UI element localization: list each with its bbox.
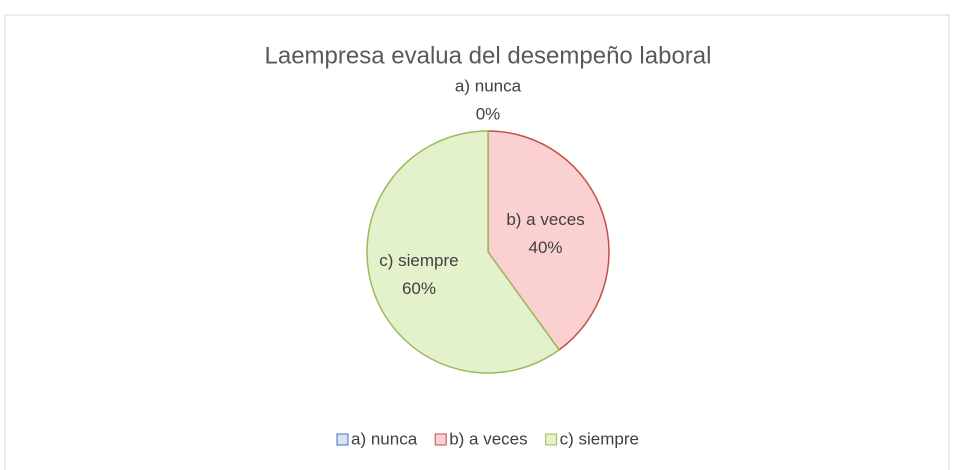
chart-title: Laempresa evalua del desempeño laboral <box>265 42 712 69</box>
pie-slice <box>487 130 610 351</box>
legend-swatch <box>336 433 349 446</box>
data-label-value: 0% <box>476 104 501 123</box>
data-label-value: 40% <box>529 238 563 257</box>
legend-label: a) nunca <box>351 429 418 448</box>
legend-swatch <box>434 433 447 446</box>
data-label-category: a) nunca <box>455 76 522 95</box>
data-label-category: c) siempre <box>379 251 458 270</box>
data-label-category: b) a veces <box>506 210 584 229</box>
legend-swatch <box>545 433 558 446</box>
legend-label: c) siempre <box>560 429 639 448</box>
pie-slice <box>366 130 561 374</box>
legend-label: b) a veces <box>449 429 527 448</box>
data-label-value: 60% <box>402 279 436 298</box>
